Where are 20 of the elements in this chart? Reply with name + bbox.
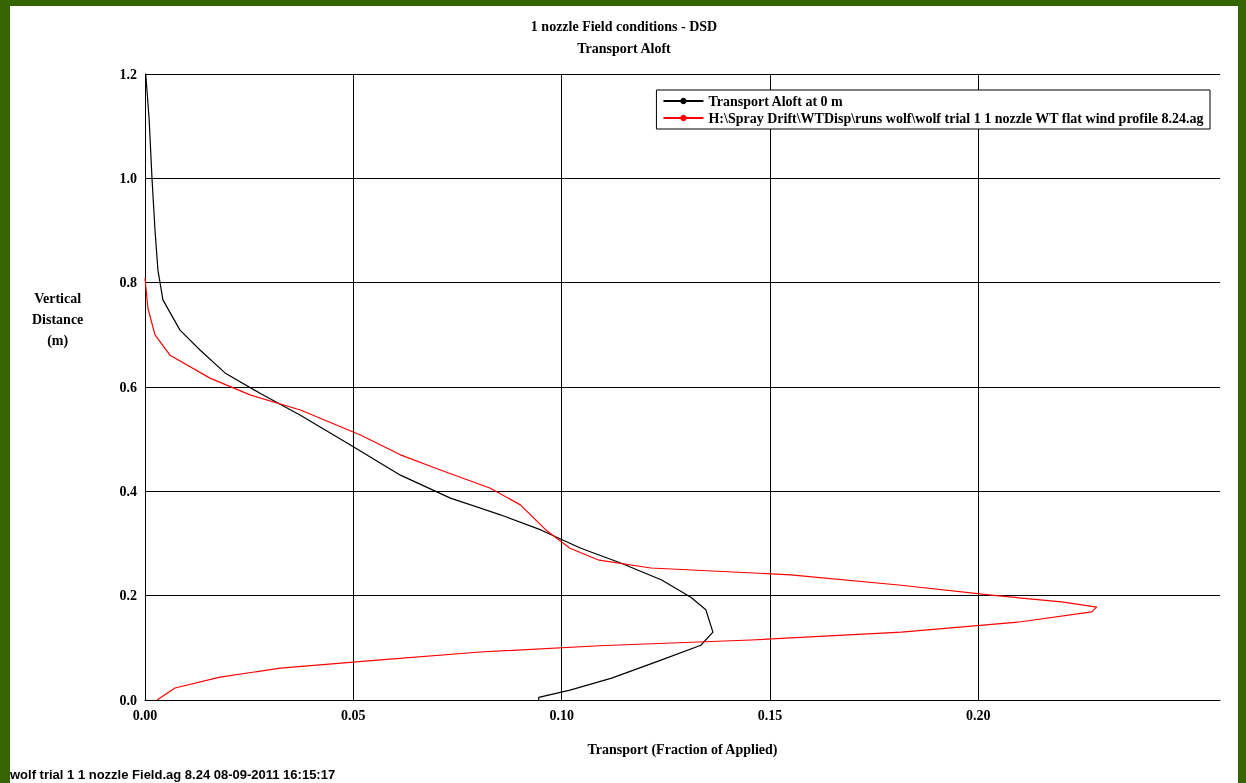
chart-subtitle: Transport Aloft [577, 40, 672, 56]
y-tick-label: 0.8 [119, 275, 137, 291]
y-axis-title: Vertical Distance (m) [32, 291, 84, 349]
x-tick-label: 0.15 [757, 707, 783, 723]
y-tick-label: 0.6 [119, 379, 137, 395]
y-tick-label: 1.0 [119, 170, 137, 186]
text: wolf trial 1 1 nozzle Field.ag 8.24 08-09-2011 16:15:17 [9, 767, 336, 782]
y-tick-label: 0.0 [119, 692, 137, 708]
legend-label: H:\Spray Drift\WTDisp\runs wolf\wolf trial 1 1 nozzle WT flat wind profile 8.24.ag [708, 110, 1204, 126]
x-axis-title: Transport (Fraction of Applied) [587, 741, 778, 758]
x-tick-label: 0.20 [966, 707, 991, 723]
x-tick-label: 0.10 [549, 707, 574, 723]
line-series [144, 277, 1098, 701]
y-tick-label: 0.2 [119, 588, 137, 604]
x-tick-label: 0.00 [132, 707, 158, 723]
chart-title: 1 nozzle Field conditions - DSD [530, 18, 718, 34]
x-tick-label: 0.05 [341, 707, 366, 723]
y-tick-label: 1.2 [119, 66, 137, 82]
y-tick-label: 0.4 [119, 483, 137, 499]
legend-label: Transport Aloft at 0 m [708, 93, 844, 109]
